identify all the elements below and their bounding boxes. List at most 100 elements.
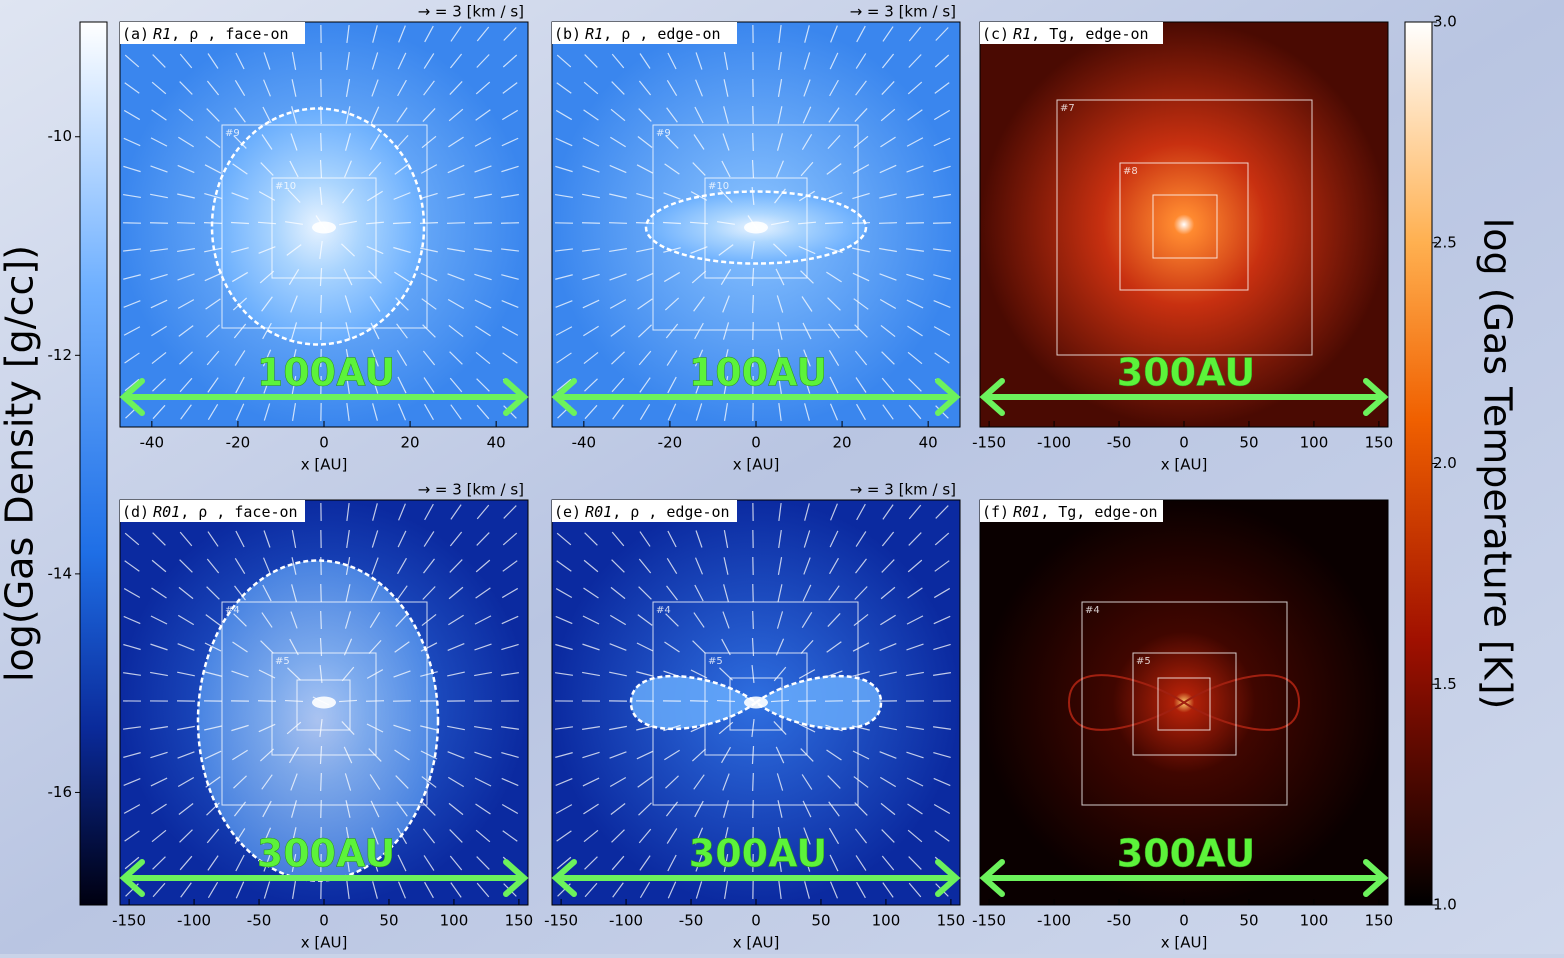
panel-title: (f)R01, Tg, edge-on [982, 503, 1158, 521]
x-tick-label: 0 [319, 434, 329, 452]
scale-label: 300AU [1117, 351, 1255, 395]
x-tick-label: -100 [1037, 912, 1071, 930]
scale-label: 300AU [689, 832, 827, 876]
x-tick-label: -50 [1107, 912, 1132, 930]
colorbar-tick-label: 1.0 [1433, 896, 1457, 914]
panel-id: (f) [982, 503, 1009, 521]
grid-box-label: #4 [1085, 605, 1100, 616]
x-tick-label: 0 [751, 434, 761, 452]
panel-id: (b) [554, 25, 581, 43]
panel-desc: , Tg, edge-on [1031, 25, 1148, 43]
colorbar-tick-label: -10 [48, 127, 73, 145]
x-axis-label: x [AU] [1161, 456, 1208, 474]
velocity-key: → = 3 [km / s] [418, 481, 524, 499]
grid-box-label: #9 [225, 128, 240, 139]
x-tick-label: 50 [1239, 434, 1258, 452]
x-tick-label: 0 [319, 912, 329, 930]
x-tick-label: 0 [1179, 912, 1189, 930]
x-axis-label: x [AU] [733, 456, 780, 474]
panel: #4 #5 (e)R01, ρ , edge-on → = 3 [km / s] 300… [544, 481, 965, 952]
grid-box-label: #9 [656, 128, 671, 139]
x-tick-label: 150 [937, 912, 966, 930]
x-tick-label: -150 [972, 434, 1006, 452]
x-tick-label: 150 [505, 912, 534, 930]
x-tick-label: 150 [1365, 912, 1394, 930]
panel: #4 #5 (d)R01, ρ , face-on → = 3 [km / s] 300… [112, 481, 533, 952]
figure: -10 -12 -14 -16 log(Gas Density [g/cc]) 3.0 2.… [0, 0, 1564, 954]
scale-label: 300AU [257, 832, 395, 876]
panel-title: (d)R01, ρ , face-on [122, 503, 298, 521]
grid-box-label: #8 [1123, 166, 1138, 177]
x-tick-label: -150 [972, 912, 1006, 930]
x-tick-label: -50 [1107, 434, 1132, 452]
x-tick-label: -150 [544, 912, 578, 930]
colorbar-tick-label: -16 [48, 783, 73, 801]
velocity-key: → = 3 [km / s] [418, 3, 524, 21]
panel-title: (a)R1, ρ , face-on [122, 25, 289, 43]
panel-id: (c) [982, 25, 1009, 43]
x-tick-label: 50 [811, 912, 830, 930]
x-axis-label: x [AU] [301, 456, 348, 474]
panel-title: (e)R01, ρ , edge-on [554, 503, 730, 521]
colorbar-tick-label: 2.5 [1433, 233, 1457, 251]
x-tick-label: 100 [440, 912, 469, 930]
x-tick-label: -100 [1037, 434, 1071, 452]
panel-model: R1 [1013, 25, 1031, 43]
grid-box-label: #4 [656, 605, 671, 616]
x-tick-label: 40 [487, 434, 506, 452]
panel-id: (d) [122, 503, 149, 521]
x-tick-label: 40 [919, 434, 938, 452]
scale-label: 100AU [689, 351, 827, 395]
x-tick-label: 50 [379, 912, 398, 930]
x-tick-label: 150 [1365, 434, 1394, 452]
x-tick-label: 100 [1300, 912, 1329, 930]
x-tick-label: -20 [226, 434, 251, 452]
grid-box-label: #5 [1136, 656, 1151, 667]
panel-desc: , ρ , edge-on [612, 503, 729, 521]
x-tick-label: 50 [1239, 912, 1258, 930]
panel-model: R1 [585, 25, 603, 43]
colorbar-tick-label: -12 [48, 346, 73, 364]
grid-box-label: #5 [275, 656, 290, 667]
colorbar-tick-label: 2.0 [1433, 454, 1457, 472]
colorbar-tick-label: 1.5 [1433, 675, 1457, 693]
panel-desc: , Tg, edge-on [1040, 503, 1157, 521]
panel-model: R01 [1013, 503, 1040, 521]
scale-label: 100AU [257, 351, 395, 395]
x-tick-label: 100 [872, 912, 901, 930]
x-tick-label: 0 [1179, 434, 1189, 452]
panel-model: R1 [153, 25, 171, 43]
colorbar-label: log(Gas Density [g/cc]) [0, 245, 42, 682]
panel-id: (e) [554, 503, 581, 521]
panel-model: R01 [153, 503, 180, 521]
grid-box-label: #4 [225, 605, 240, 616]
velocity-key: → = 3 [km / s] [850, 481, 956, 499]
page: {"colorbars": [ {"label": "log(Gas Densi… [0, 0, 1564, 954]
panel-title: (c)R1, Tg, edge-on [982, 25, 1149, 43]
x-tick-label: 0 [751, 912, 761, 930]
panel: #9#10(b)R1, ρ , edge-on→ = 3 [km / s]100… [552, 3, 960, 474]
panel-title: (b)R1, ρ , edge-on [554, 25, 721, 43]
panel-model: R01 [585, 503, 612, 521]
colorbar [1405, 22, 1432, 905]
colorbar-tick-label: 3.0 [1433, 13, 1457, 31]
x-tick-label: -40 [572, 434, 597, 452]
grid-box-label: #5 [708, 656, 723, 667]
x-tick-label: 100 [1300, 434, 1329, 452]
x-tick-label: -40 [140, 434, 165, 452]
panel: #9#10(a)R1, ρ , face-on→ = 3 [km / s]100… [120, 3, 528, 474]
x-axis-label: x [AU] [733, 934, 780, 952]
x-tick-label: -150 [112, 912, 146, 930]
scale-label: 300AU [1117, 832, 1255, 876]
panel-id: (a) [122, 25, 149, 43]
x-axis-label: x [AU] [301, 934, 348, 952]
x-tick-label: -50 [247, 912, 272, 930]
grid-box-label: #10 [708, 181, 729, 192]
x-tick-label: 20 [401, 434, 420, 452]
x-tick-label: -100 [609, 912, 643, 930]
colorbar [80, 22, 107, 905]
colorbar-tick-label: -14 [48, 564, 73, 582]
x-axis-label: x [AU] [1161, 934, 1208, 952]
x-tick-label: 20 [833, 434, 852, 452]
